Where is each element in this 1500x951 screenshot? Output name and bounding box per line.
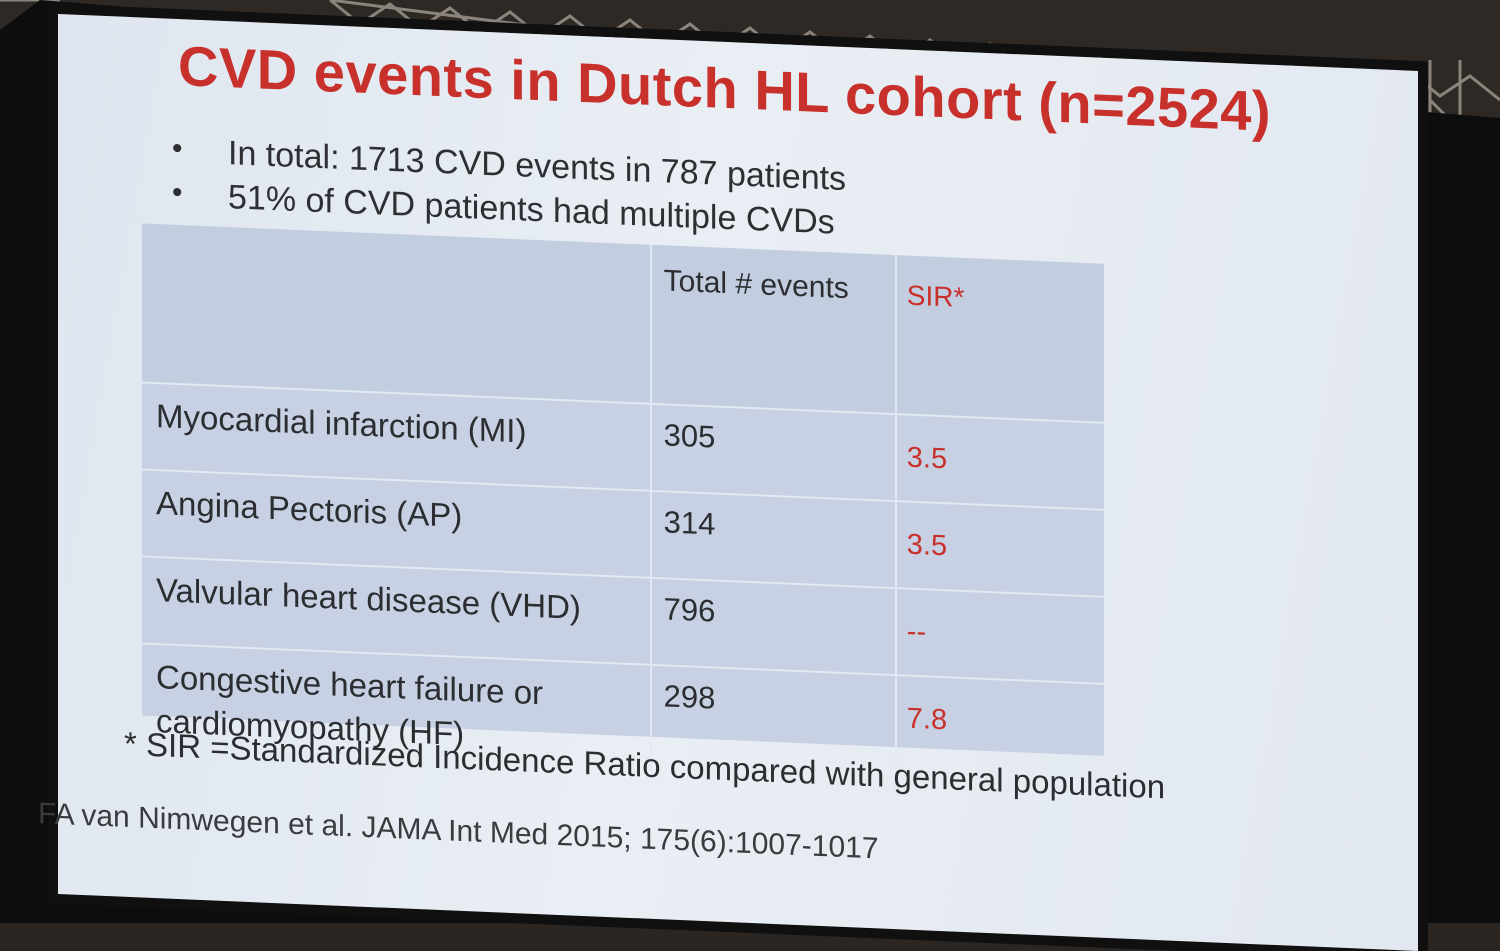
sir-cell: --	[895, 588, 1104, 684]
total-cell: 314	[650, 490, 896, 589]
bullet-dot-icon: •	[172, 175, 183, 210]
projected-slide: CVD events in Dutch HL cohort (n=2524) •…	[38, 14, 1418, 951]
bullet-list: • In total: 1713 CVD events in 787 patie…	[168, 129, 846, 245]
events-table: Total # events SIR* Myocardial infarctio…	[142, 223, 1104, 791]
citation: FA van Nimwegen et al. JAMA Int Med 2015…	[38, 797, 879, 866]
header-total-events: Total # events	[650, 244, 896, 415]
header-condition	[142, 223, 651, 404]
sir-cell: 3.5	[895, 501, 1104, 597]
events-table-container: Total # events SIR* Myocardial infarctio…	[142, 223, 1104, 791]
total-cell: 305	[650, 403, 896, 502]
header-sir: SIR*	[895, 255, 1104, 423]
sir-cell: 3.5	[895, 414, 1104, 510]
bullet-dot-icon: •	[172, 131, 183, 166]
total-cell: 796	[650, 577, 896, 676]
